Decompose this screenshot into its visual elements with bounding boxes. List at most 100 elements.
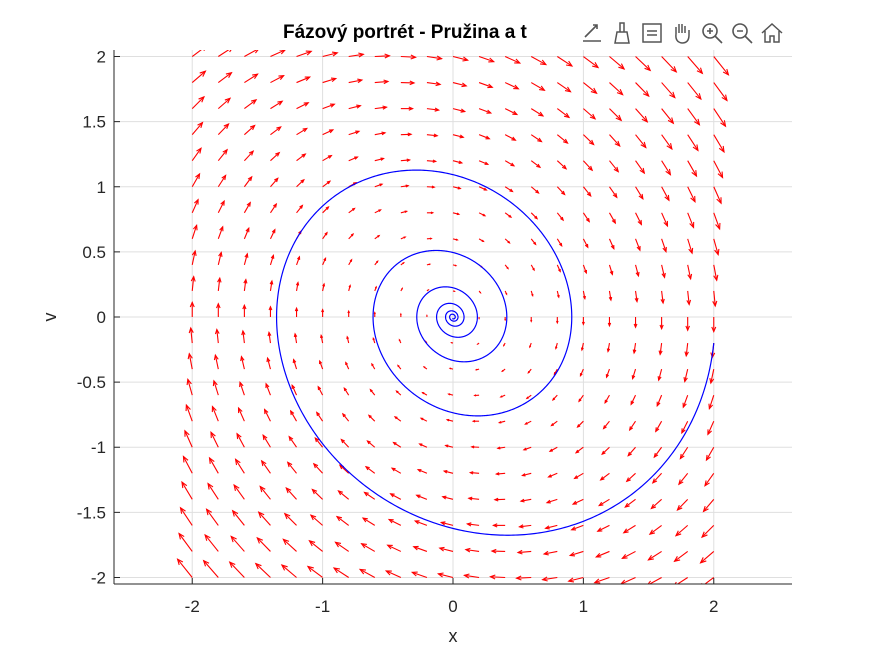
brush-button[interactable] [608, 18, 636, 48]
field-arrow [416, 469, 428, 474]
field-arrow [322, 282, 326, 292]
y-tick-label: 1 [97, 178, 106, 197]
export-icon [583, 24, 601, 42]
field-arrow [358, 568, 376, 578]
field-arrow [494, 472, 506, 476]
field-arrow [244, 50, 259, 57]
field-arrow [282, 538, 297, 552]
data-tips-button[interactable] [638, 18, 666, 48]
field-arrow [542, 550, 558, 556]
field-arrow [400, 236, 407, 240]
y-tick-label: -1 [91, 438, 106, 457]
zoom-in-button[interactable] [698, 18, 726, 48]
field-arrow [601, 446, 610, 456]
field-arrow [602, 420, 610, 430]
field-arrow [176, 558, 193, 578]
field-arrow [635, 56, 652, 72]
field-arrow [524, 420, 532, 425]
field-arrow [556, 108, 571, 119]
field-arrow [627, 446, 636, 457]
field-arrow [701, 525, 715, 539]
field-arrow [295, 281, 300, 292]
zoom-in-icon [702, 23, 723, 44]
field-arrow [387, 518, 402, 526]
pan-button[interactable] [668, 18, 696, 48]
field-arrow [464, 547, 480, 553]
field-arrow [360, 543, 376, 552]
field-arrow [191, 95, 205, 109]
field-arrow [530, 212, 539, 220]
field-arrow [661, 134, 673, 151]
field-arrow [701, 577, 715, 584]
field-arrow [243, 226, 250, 240]
field-arrow [548, 446, 558, 452]
field-arrow [230, 535, 245, 552]
field-arrow [504, 317, 507, 322]
field-arrow [656, 394, 663, 408]
field-arrow [202, 559, 219, 578]
field-arrow [374, 183, 384, 188]
field-arrow [699, 551, 715, 564]
field-arrow [635, 160, 646, 175]
field-arrow [674, 524, 689, 537]
field-arrow [234, 458, 245, 474]
field-arrow [556, 264, 561, 273]
field-arrow [653, 446, 663, 459]
field-arrow [217, 276, 222, 292]
field-arrow [604, 394, 610, 405]
export-button[interactable] [578, 18, 606, 48]
field-arrow [478, 55, 496, 63]
field-arrow [426, 289, 430, 292]
field-arrow [374, 79, 390, 85]
zoom-out-button[interactable] [728, 18, 756, 48]
field-arrow [605, 368, 610, 379]
field-arrow [470, 445, 480, 449]
home-icon [761, 22, 783, 43]
axes-lines [113, 50, 792, 585]
field-arrow [346, 335, 350, 344]
field-arrow [556, 160, 568, 170]
field-arrow [217, 251, 223, 266]
data-tips-icon [642, 23, 662, 43]
field-arrow [345, 361, 350, 370]
field-arrow [504, 186, 514, 193]
field-arrow [504, 56, 522, 64]
field-arrow [270, 100, 284, 110]
field-arrow [686, 290, 692, 306]
field-arrow [236, 432, 245, 448]
field-arrow [191, 121, 204, 136]
field-arrow [217, 97, 232, 110]
field-arrow [242, 303, 247, 317]
home-button[interactable] [758, 18, 786, 48]
field-arrow [452, 108, 467, 113]
field-arrow [410, 571, 428, 579]
field-arrow [243, 252, 249, 266]
field-arrow [243, 150, 255, 162]
y-tick-label: -2 [91, 568, 106, 587]
field-arrow [476, 342, 480, 345]
y-tick-label: 2 [97, 48, 106, 67]
field-arrow [713, 212, 721, 231]
field-arrow [309, 514, 323, 526]
field-arrow [384, 570, 402, 578]
trajectory-line [275, 169, 715, 536]
field-arrow [502, 342, 506, 347]
field-arrow [187, 352, 193, 370]
field-arrow [635, 186, 644, 201]
field-arrow [582, 290, 586, 301]
field-arrow [348, 233, 355, 240]
field-arrow [393, 415, 402, 422]
field-arrow [711, 317, 717, 334]
field-arrow [312, 462, 324, 474]
field-arrow [296, 50, 313, 58]
field-arrow [545, 498, 558, 504]
field-arrow [322, 77, 338, 84]
field-arrow [186, 378, 193, 396]
field-arrow [217, 71, 233, 84]
field-arrow [525, 394, 532, 400]
field-arrow [311, 488, 323, 500]
field-arrow [678, 472, 689, 486]
field-arrow [658, 342, 663, 356]
x-tick-label: 0 [448, 597, 457, 616]
